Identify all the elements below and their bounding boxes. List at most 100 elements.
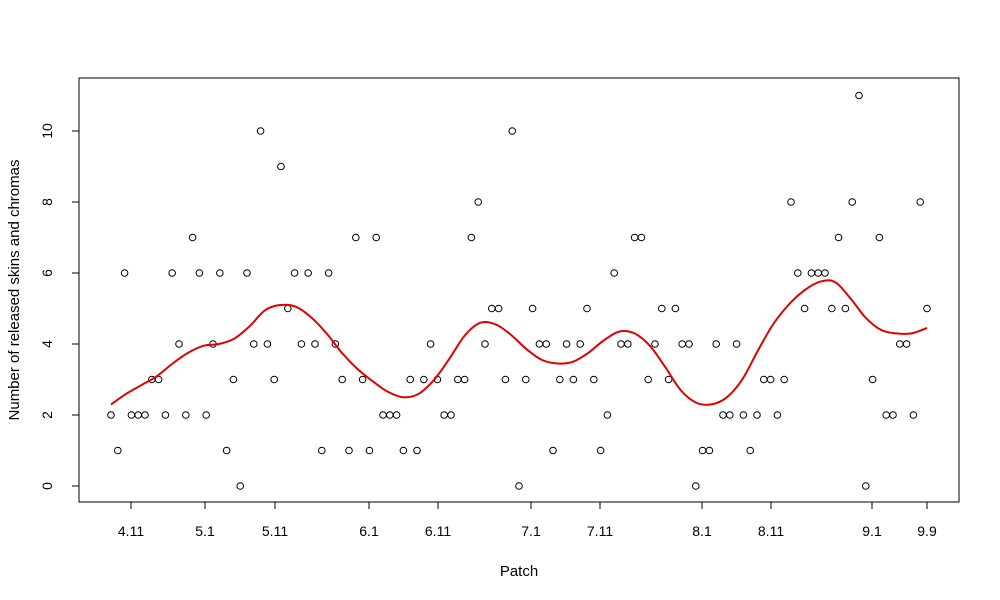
data-point [413,446,421,455]
y-tick-label: 6 [39,269,55,277]
data-point [270,375,279,384]
data-point [515,482,523,490]
data-point [719,411,727,419]
data-point [875,233,884,242]
data-point [848,198,857,206]
data-point [705,446,714,455]
y-tick-label: 10 [39,123,55,139]
data-point [358,375,367,384]
data-point [902,340,911,348]
x-tick-label: 8.11 [758,523,784,539]
x-axis: 4.11 5.1 5.11 6.1 6.11 7.1 7.11 8.1 8.11 9.1 9.9 [118,501,937,539]
data-point [610,269,619,277]
data-point [501,375,510,384]
data-point [127,411,136,419]
data-point [243,269,251,277]
data-point [508,127,517,135]
y-tick-label: 8 [39,198,55,206]
data-point [909,411,918,419]
data-point [855,91,863,100]
data-point [372,233,381,242]
data-point [494,304,503,313]
data-point [583,304,591,313]
data-point [766,375,775,384]
data-point [760,375,768,384]
x-tick-label: 7.1 [521,523,541,539]
data-point [263,340,272,348]
data-point [692,482,700,490]
data-point [488,304,496,313]
data-point [277,162,285,171]
data-point [603,411,612,419]
data-point [318,446,326,455]
x-tick-label: 7.11 [587,523,613,539]
data-point [297,340,306,348]
data-point [644,375,653,384]
data-point [596,446,605,455]
data-point [712,340,721,348]
data-point [923,304,931,313]
data-point [576,340,585,348]
data-point [528,304,537,313]
data-point [658,304,666,313]
data-point [896,340,904,348]
data-point [290,269,299,277]
data-point [753,411,761,419]
data-point [107,411,115,419]
data-point [624,340,632,348]
x-tick-label: 4.11 [118,523,144,539]
x-tick-label: 9.1 [862,523,882,539]
data-point [481,340,489,348]
data-point [399,446,408,455]
data-point [304,269,313,277]
data-point [352,233,360,242]
data-point [698,446,707,455]
data-point [216,269,224,277]
data-point [284,304,292,313]
data-point [862,482,870,490]
data-point [569,375,578,384]
data-point [195,269,204,277]
data-point [406,375,415,384]
data-point [671,304,680,313]
data-point [134,411,142,419]
data-point [256,127,265,135]
data-point [889,411,897,419]
data-point [535,340,544,348]
data-point [467,233,476,242]
data-point [345,446,353,455]
data-point [746,446,755,455]
data-point [338,375,347,384]
x-tick-label: 9.9 [917,523,937,539]
data-point [617,340,625,348]
data-point [379,411,387,419]
data-point [182,411,190,419]
x-tick-label: 6.11 [425,523,451,539]
data-point [522,375,530,384]
data-point [678,340,687,348]
data-point [834,233,843,242]
data-point [311,340,319,348]
data-point [392,411,401,419]
data-point [651,340,659,348]
data-point [454,375,462,384]
data-point [114,446,122,455]
y-tick-label: 0 [39,482,55,490]
data-point [630,233,639,242]
data-point [175,340,183,348]
data-point [590,375,598,384]
data-point [664,375,673,384]
data-point [236,482,244,490]
data-point [916,198,925,206]
data-point [739,411,748,419]
data-point [222,446,231,455]
data-point [794,269,802,277]
data-point [800,304,809,313]
data-point [447,411,455,419]
x-axis-title: Patch [500,563,538,580]
data-point [773,411,782,419]
data-point [202,411,210,419]
y-tick-label: 4 [39,340,55,348]
data-point [726,411,734,419]
